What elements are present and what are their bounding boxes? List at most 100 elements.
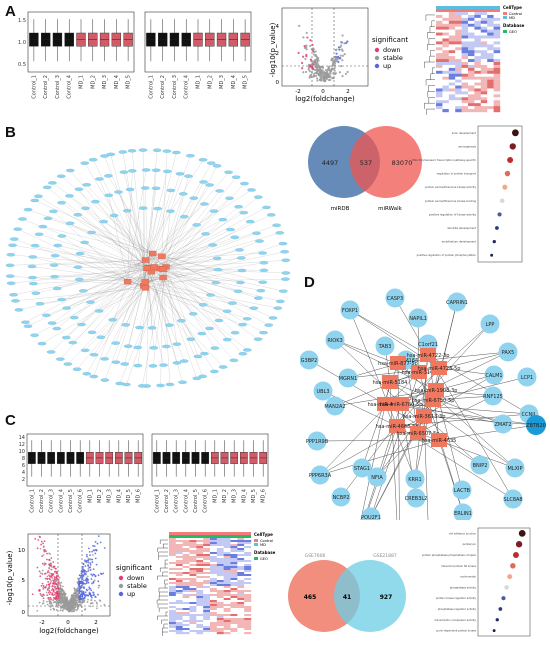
box-ytick: 1.5 xyxy=(18,18,26,24)
heatmap-cell xyxy=(203,542,211,545)
volcano-point xyxy=(89,605,92,608)
heatmap-cell xyxy=(216,596,224,599)
network-gene-node xyxy=(210,346,220,350)
volcano-point xyxy=(92,549,95,552)
heatmap-cell xyxy=(487,109,494,113)
heatmap-cell xyxy=(493,79,501,83)
heatmap-cell xyxy=(169,558,177,561)
heatmap-cell xyxy=(237,548,245,551)
volcano-point xyxy=(34,537,37,540)
network-d-gene-node xyxy=(375,336,395,356)
heatmap-cell xyxy=(230,594,238,597)
heat-a-celltype-title: CellType xyxy=(503,5,522,10)
dotplot-term: regulation of protein transport xyxy=(437,172,476,176)
network-gene-node xyxy=(31,291,41,295)
heatmap-cell xyxy=(436,64,443,69)
network-edge xyxy=(54,259,146,266)
network-d-mirna-label: hsa-miR-877-5p xyxy=(378,361,418,367)
network-d-gene-node xyxy=(367,467,387,487)
heatmap-cell xyxy=(487,64,494,69)
heatmap-cell xyxy=(480,85,488,89)
network-gene-node xyxy=(96,335,106,339)
volcano-point xyxy=(97,535,100,538)
network-edge xyxy=(147,268,170,326)
heatmap-cell xyxy=(182,556,190,559)
heatmap-cell xyxy=(230,578,238,581)
network-d-gene-label: STAG1 xyxy=(354,466,370,472)
heatmap-cell xyxy=(468,79,475,83)
heatmap-cell xyxy=(480,26,488,30)
volcano-point xyxy=(327,78,330,82)
volcano-point xyxy=(44,577,47,580)
heatmap-cell xyxy=(189,628,197,631)
volcano-point xyxy=(92,591,94,594)
volcano-point xyxy=(305,70,308,74)
volcano-point xyxy=(346,40,349,43)
heatmap-cell xyxy=(203,576,211,579)
heatmap-cell xyxy=(203,602,211,605)
heatmap-cell xyxy=(461,94,469,98)
network-d-gene-node xyxy=(505,458,525,478)
heatmap-cell xyxy=(196,566,204,569)
box-sample-label: MD_3 xyxy=(102,75,108,89)
volcano-point xyxy=(43,594,45,597)
heatmap-cell xyxy=(493,26,501,30)
volcano-point xyxy=(79,588,81,591)
network-edge xyxy=(143,155,191,286)
network-gene-node xyxy=(252,231,261,235)
volcano-point xyxy=(48,583,51,586)
network-d-gene-label: NCBP2 xyxy=(333,495,350,501)
network-edge xyxy=(145,188,157,261)
volcano-point xyxy=(333,67,336,70)
heatmap-cell xyxy=(182,548,190,551)
heatmap-cell xyxy=(461,100,469,104)
heatmap-cell xyxy=(493,73,501,77)
heatmap-cell xyxy=(455,38,462,42)
dotplot-term: perikaryon xyxy=(463,542,477,546)
volcano-point xyxy=(80,570,83,573)
volcano-point xyxy=(321,69,324,72)
heatmap-cell xyxy=(216,620,224,623)
volcano-point xyxy=(74,594,76,597)
heatmap-cell xyxy=(455,35,462,39)
volcano-point xyxy=(56,582,59,585)
heatmap-cell xyxy=(175,568,183,571)
volcano-point xyxy=(316,65,319,69)
heatmap-cell xyxy=(189,600,197,603)
volcano-point xyxy=(83,569,86,572)
heatmap-cell xyxy=(169,576,177,579)
heatmap-cell xyxy=(189,572,197,575)
heatmap-cell xyxy=(474,26,481,30)
heatmap-cell xyxy=(203,608,211,611)
heatmap-cell xyxy=(182,552,190,555)
network-gene-node xyxy=(82,183,92,187)
volcano-point xyxy=(318,72,321,75)
heatmap-cell xyxy=(196,632,204,635)
volcano-point xyxy=(80,574,83,577)
volcano-point xyxy=(81,576,84,579)
heatmap-cell xyxy=(175,548,183,551)
heatmap-cell xyxy=(448,64,456,69)
volcano-point xyxy=(82,562,85,565)
volcano-point xyxy=(50,564,53,567)
volcano-point xyxy=(51,587,54,590)
network-mirna-node xyxy=(150,264,158,270)
network-edge xyxy=(148,268,153,328)
heatmap-cell xyxy=(169,612,177,615)
volcano-c-ylabel: -log10(p_value) xyxy=(6,550,14,605)
heatmap-cell xyxy=(210,540,218,543)
network-gene-node xyxy=(91,199,100,204)
heatmap-cell xyxy=(493,109,501,113)
volcano-point xyxy=(46,594,49,597)
volcano-point xyxy=(62,606,65,609)
box-sample-label: MD_4 xyxy=(116,489,122,503)
network-gene-node xyxy=(218,365,228,369)
heatmap-cell xyxy=(487,20,494,24)
volcano-point xyxy=(50,605,53,608)
network-gene-node xyxy=(57,297,66,302)
network-gene-node xyxy=(163,169,172,174)
heatmap-cell xyxy=(169,546,177,549)
volcano-point xyxy=(48,585,51,588)
volcano-point xyxy=(333,62,337,65)
box-sample-label: MD_5 xyxy=(126,489,132,503)
